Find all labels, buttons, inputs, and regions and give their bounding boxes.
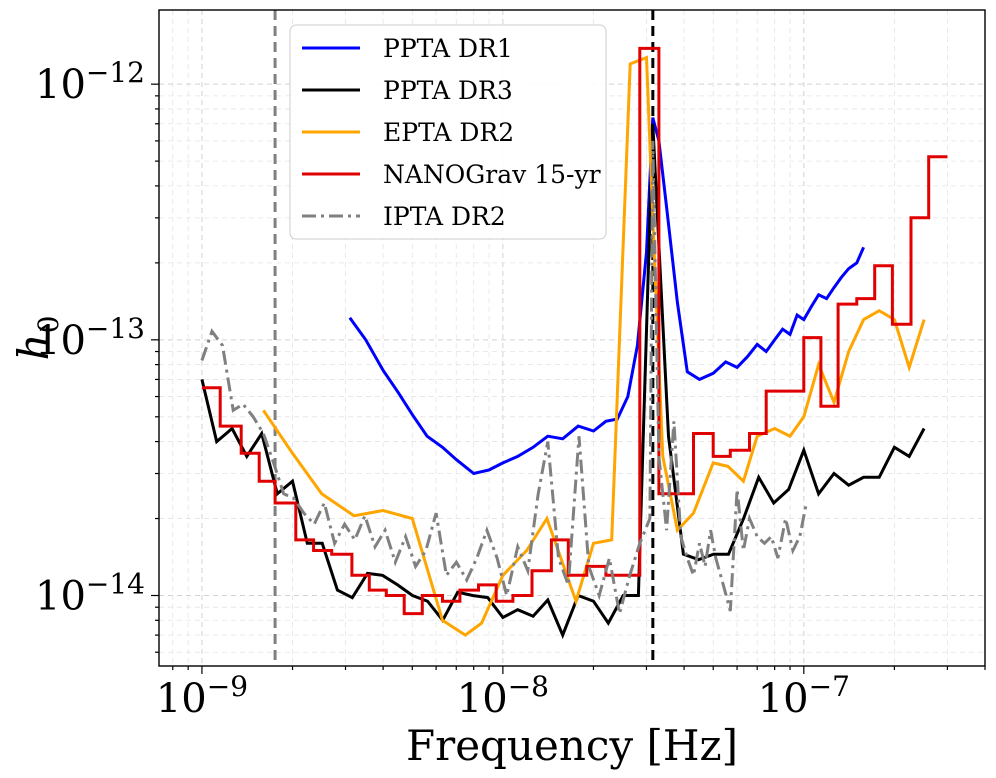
axis-ticks: 10−9 10−8 10−7 10−14 10−13 10−12 [35, 56, 986, 722]
x-tick-label: 10−7 [758, 670, 850, 722]
y-tick-label: 10−12 [35, 56, 145, 108]
x-axis-label: Frequency [Hz] [406, 721, 738, 770]
plot-area [200, 10, 948, 666]
y-axis-label-sub: 0 [32, 316, 65, 334]
legend-label-ppta-dr1: PPTA DR1 [383, 34, 513, 63]
y-axis-label-base: h [9, 333, 58, 360]
axes-frame [158, 9, 986, 667]
x-tick-label: 10−9 [156, 670, 248, 722]
series-line-ipta-dr2 [200, 140, 808, 614]
legend-label-epta-dr2: EPTA DR2 [383, 118, 514, 147]
y-tick-label: 10−14 [35, 568, 145, 620]
legend: PPTA DR1 PPTA DR3 EPTA DR2 NANOGrav 15-yr IP… [289, 24, 607, 240]
legend-entries: PPTA DR1 PPTA DR3 EPTA DR2 NANOGrav 15-yr IP… [302, 34, 601, 231]
x-tick-label: 10−8 [457, 670, 549, 722]
series-line-ppta-dr3 [200, 123, 926, 640]
legend-box [289, 24, 607, 240]
series-line-nanograv-15-yr [201, 46, 948, 616]
legend-label-ppta-dr3: PPTA DR3 [383, 76, 513, 105]
legend-label-nanograv-15-yr: NANOGrav 15-yr [383, 160, 601, 189]
legend-label-ipta-dr2: IPTA DR2 [383, 202, 506, 231]
y-tick-label: 10−13 [35, 312, 145, 364]
y-axis-label: h0 [9, 316, 65, 361]
